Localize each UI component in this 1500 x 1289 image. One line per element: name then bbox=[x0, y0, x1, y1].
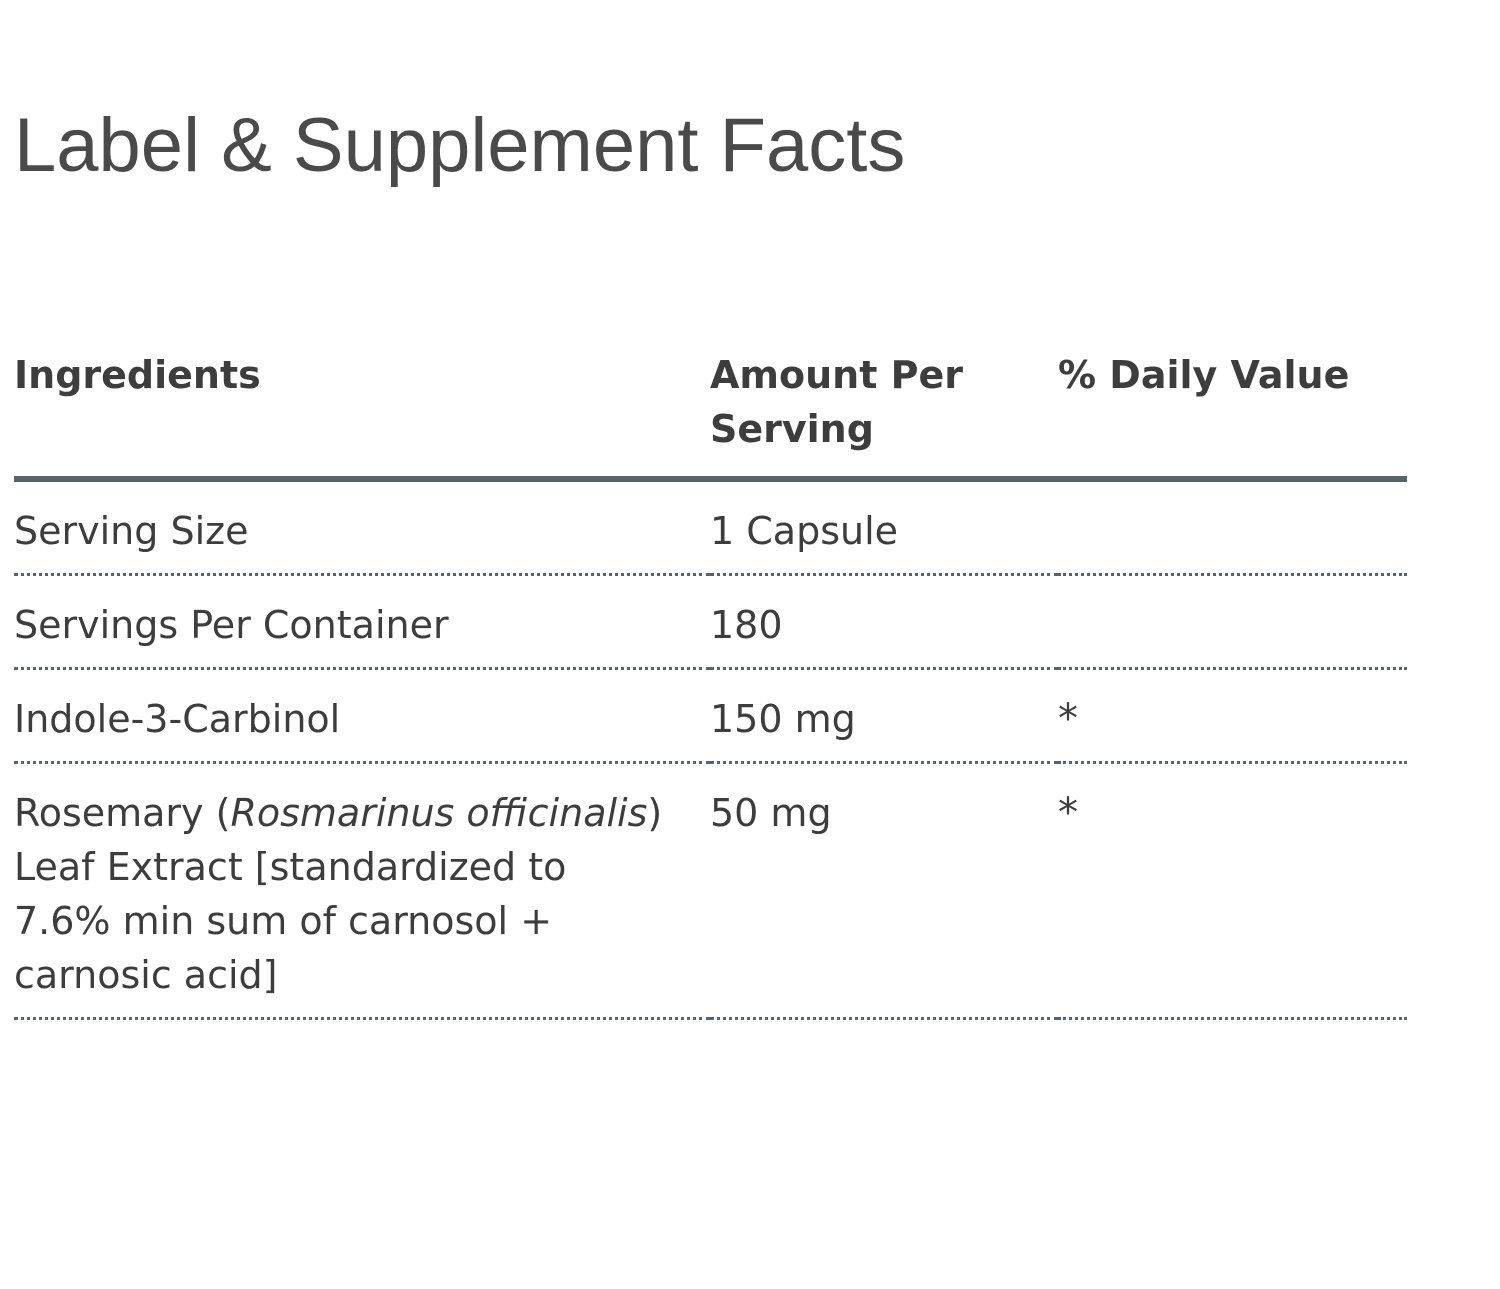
table-header: Ingredients Amount Per Serving % Daily V… bbox=[14, 348, 1407, 482]
ingredient-name: Servings Per Container bbox=[14, 574, 710, 670]
table-header-row: Ingredients Amount Per Serving % Daily V… bbox=[14, 348, 1407, 482]
table-row: Rosemary (Rosmarinus officinalis) Leaf E… bbox=[14, 762, 1407, 1020]
ingredient-name-suffix: ) Leaf Extract [standardized to 7.6% min… bbox=[14, 791, 663, 997]
table-row: Serving Size 1 Capsule bbox=[14, 479, 1407, 576]
ingredient-daily-value: * bbox=[1058, 762, 1407, 1020]
column-header-amount-label: Amount Per Serving bbox=[710, 353, 963, 451]
ingredient-daily-value bbox=[1058, 479, 1407, 576]
supplement-facts-table: Ingredients Amount Per Serving % Daily V… bbox=[14, 348, 1407, 1020]
column-header-ingredients-label: Ingredients bbox=[14, 353, 261, 397]
column-header-ingredients: Ingredients bbox=[14, 348, 710, 482]
table-row: Indole-3-Carbinol 150 mg * bbox=[14, 668, 1407, 764]
ingredient-name: Rosemary (Rosmarinus officinalis) Leaf E… bbox=[14, 762, 710, 1020]
page-title: Label & Supplement Facts bbox=[14, 103, 906, 188]
column-header-daily-value-label: % Daily Value bbox=[1058, 353, 1350, 397]
ingredient-botanical-name: Rosmarinus officinalis bbox=[230, 791, 648, 835]
ingredient-name: Serving Size bbox=[14, 479, 710, 576]
ingredient-daily-value: * bbox=[1058, 668, 1407, 764]
ingredient-name-prefix: Rosemary ( bbox=[14, 791, 231, 835]
ingredient-amount: 1 Capsule bbox=[710, 479, 1058, 576]
ingredient-amount: 150 mg bbox=[710, 668, 1058, 764]
column-header-daily-value: % Daily Value bbox=[1058, 348, 1407, 482]
table-body: Serving Size 1 Capsule Servings Per Cont… bbox=[14, 479, 1407, 1020]
table-row: Servings Per Container 180 bbox=[14, 574, 1407, 670]
ingredient-name: Indole-3-Carbinol bbox=[14, 668, 710, 764]
ingredient-amount: 50 mg bbox=[710, 762, 1058, 1020]
column-header-amount: Amount Per Serving bbox=[710, 348, 1058, 482]
ingredient-daily-value bbox=[1058, 574, 1407, 670]
ingredient-amount: 180 bbox=[710, 574, 1058, 670]
